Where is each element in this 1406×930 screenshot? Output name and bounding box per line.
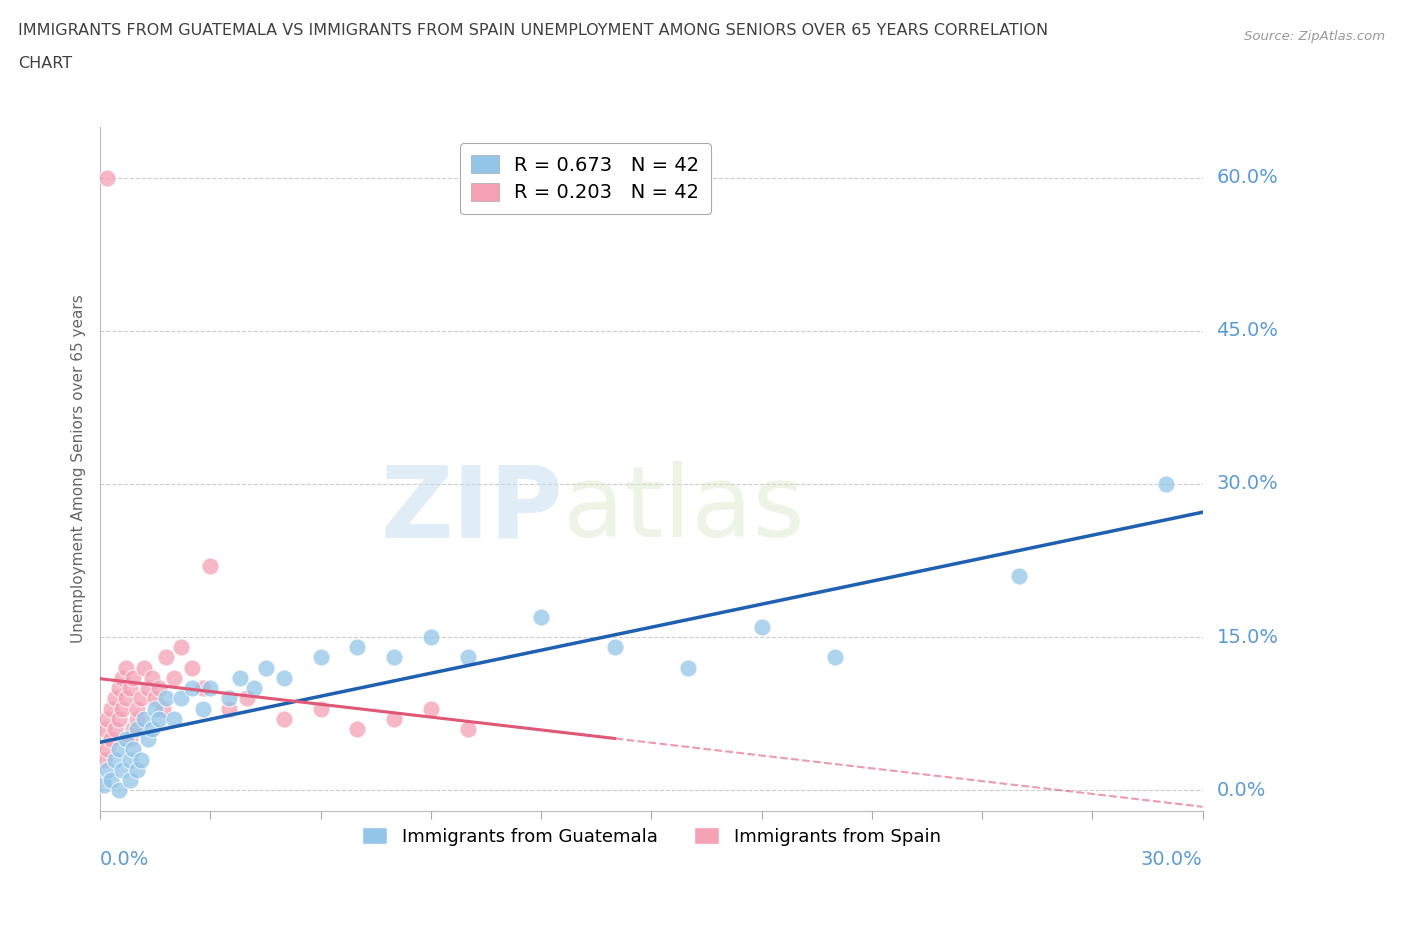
Point (115, 660, 138, 675)
Point (191, 681, 214, 696)
Point (125, 722, 148, 737)
Point (170, 640, 193, 655)
Point (107, 783, 129, 798)
Point (104, 722, 127, 737)
Text: 15.0%: 15.0% (1216, 628, 1278, 646)
Point (1154, 476, 1177, 491)
Point (129, 691, 152, 706)
Point (236, 691, 259, 706)
Point (143, 701, 166, 716)
Point (273, 711, 295, 726)
Point (141, 671, 163, 685)
Point (181, 681, 204, 696)
Point (457, 650, 479, 665)
Point (93, 722, 115, 737)
Point (162, 671, 184, 685)
Text: Source: ZipAtlas.com: Source: ZipAtlas.com (1244, 30, 1385, 43)
Point (93, 777, 115, 792)
Point (104, 752, 127, 767)
Legend: Immigrants from Guatemala, Immigrants from Spain: Immigrants from Guatemala, Immigrants fr… (354, 819, 948, 853)
Point (96, 711, 118, 726)
Point (111, 671, 134, 685)
Point (107, 742, 129, 757)
Point (129, 752, 152, 767)
Point (141, 722, 163, 737)
Y-axis label: Unemployment Among Seniors over 65 years: Unemployment Among Seniors over 65 years (72, 294, 86, 643)
Point (96, 170, 118, 185)
Text: 30.0%: 30.0% (1216, 474, 1278, 494)
Point (824, 650, 846, 665)
Point (136, 732, 159, 747)
Text: CHART: CHART (18, 56, 72, 71)
Point (243, 681, 266, 696)
Point (751, 619, 773, 634)
Text: atlas: atlas (564, 461, 804, 558)
Point (136, 681, 159, 696)
Point (218, 701, 240, 716)
Point (162, 711, 184, 726)
Point (457, 722, 479, 737)
Point (100, 732, 122, 747)
Point (118, 773, 141, 788)
Point (96, 763, 118, 777)
Text: IMMIGRANTS FROM GUATEMALA VS IMMIGRANTS FROM SPAIN UNEMPLOYMENT AMONG SENIORS OV: IMMIGRANTS FROM GUATEMALA VS IMMIGRANTS … (18, 23, 1049, 38)
Point (93, 752, 115, 767)
Point (254, 660, 277, 675)
Point (309, 650, 332, 665)
Point (229, 671, 252, 685)
Point (125, 711, 148, 726)
Point (118, 752, 141, 767)
Point (118, 732, 141, 747)
Point (100, 773, 122, 788)
Point (419, 701, 441, 716)
Point (143, 691, 166, 706)
Point (346, 640, 368, 655)
Text: 45.0%: 45.0% (1216, 321, 1278, 340)
Point (115, 732, 138, 747)
Point (155, 691, 177, 706)
Point (115, 691, 138, 706)
Point (134, 711, 156, 726)
Point (309, 701, 332, 716)
Text: 30.0%: 30.0% (1140, 849, 1202, 869)
Point (148, 681, 170, 696)
Point (382, 650, 405, 665)
Point (273, 671, 295, 685)
Point (603, 640, 626, 655)
Text: ZIP: ZIP (380, 461, 564, 558)
Point (530, 609, 553, 624)
Point (191, 701, 214, 716)
Point (107, 681, 129, 696)
Point (118, 681, 141, 696)
Point (676, 660, 699, 675)
Point (107, 711, 129, 726)
Point (346, 722, 368, 737)
Point (111, 763, 134, 777)
Point (122, 671, 145, 685)
Point (181, 660, 204, 675)
Point (1008, 568, 1031, 583)
Point (104, 691, 127, 706)
Point (200, 681, 222, 696)
Point (100, 701, 122, 716)
Point (96, 742, 118, 757)
Point (148, 711, 170, 726)
Point (152, 701, 174, 716)
Point (382, 711, 405, 726)
Point (122, 742, 145, 757)
Text: 0.0%: 0.0% (100, 849, 149, 869)
Text: 0.0%: 0.0% (1216, 780, 1265, 800)
Text: 60.0%: 60.0% (1216, 168, 1278, 187)
Point (218, 691, 240, 706)
Point (170, 691, 193, 706)
Point (134, 660, 156, 675)
Point (125, 763, 148, 777)
Point (125, 701, 148, 716)
Point (419, 630, 441, 644)
Point (200, 558, 222, 573)
Point (155, 650, 177, 665)
Point (122, 722, 145, 737)
Point (111, 701, 134, 716)
